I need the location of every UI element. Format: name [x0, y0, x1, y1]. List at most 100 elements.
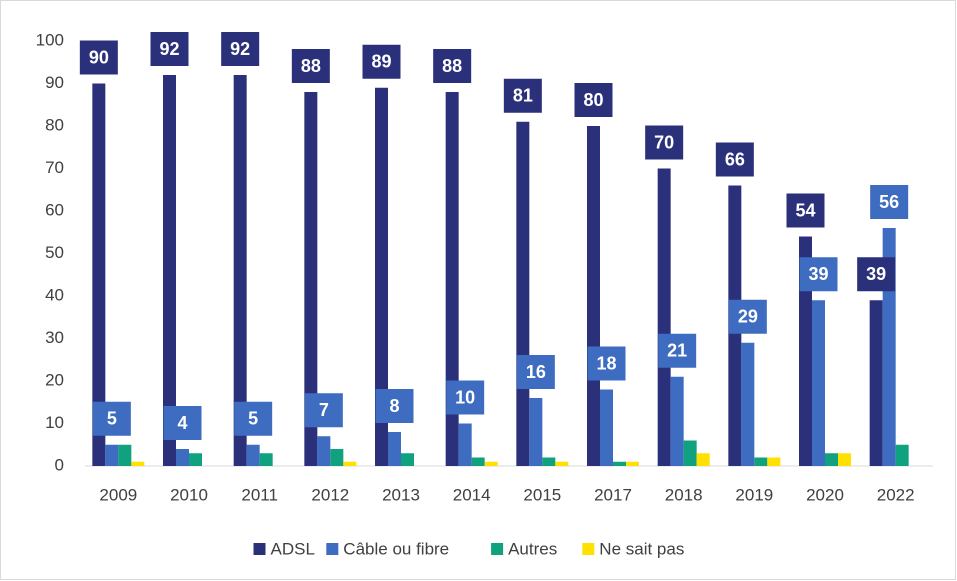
bar — [600, 389, 613, 466]
value-label-box — [375, 389, 414, 423]
x-tick-label: 2017 — [594, 485, 632, 504]
legend-label: ADSL — [271, 539, 315, 558]
value-label: 90 — [89, 47, 109, 67]
value-label-box — [291, 49, 330, 83]
x-tick-label: 2020 — [806, 485, 844, 504]
value-label-box — [234, 401, 273, 436]
value-label: 70 — [654, 132, 674, 152]
bar — [343, 461, 357, 466]
value-label: 92 — [159, 39, 179, 59]
bar — [812, 300, 825, 466]
x-tick-label: 2011 — [241, 485, 278, 504]
value-label: 56 — [879, 192, 899, 212]
bar — [131, 461, 145, 466]
value-label-box — [92, 401, 131, 436]
value-label-box — [799, 257, 838, 292]
value-label: 80 — [583, 90, 603, 110]
bar — [869, 300, 883, 466]
value-label: 29 — [738, 307, 758, 327]
value-label: 89 — [371, 52, 391, 72]
value-label: 92 — [230, 39, 250, 59]
bar — [825, 453, 838, 466]
value-label: 10 — [455, 387, 475, 407]
value-label-box — [728, 299, 767, 334]
value-label: 16 — [526, 362, 546, 382]
value-label-box — [150, 32, 189, 66]
value-label-box — [658, 333, 697, 368]
value-label: 21 — [667, 341, 687, 361]
bar — [542, 457, 556, 466]
value-label-box — [870, 185, 909, 219]
bar — [613, 461, 626, 466]
x-tick-label: 2018 — [665, 485, 703, 504]
value-label-box — [433, 49, 472, 83]
y-tick-label: 90 — [45, 73, 64, 92]
bar — [529, 398, 543, 466]
value-label-box — [587, 346, 626, 381]
bar — [838, 453, 851, 466]
x-tick-label: 2014 — [453, 485, 491, 504]
value-label: 7 — [319, 400, 329, 420]
legend-swatch — [326, 543, 339, 555]
bar — [259, 453, 273, 466]
value-label-box — [79, 40, 118, 75]
x-tick-label: 2013 — [382, 485, 420, 504]
value-label: 88 — [301, 56, 321, 76]
value-label-box — [645, 125, 684, 160]
value-label-box — [304, 393, 343, 428]
y-tick-label: 70 — [45, 158, 64, 177]
value-label-box — [163, 406, 202, 440]
value-label: 39 — [866, 264, 886, 284]
bar — [317, 436, 331, 466]
bar — [189, 453, 202, 466]
x-tick-label: 2009 — [99, 485, 137, 504]
value-label-box — [857, 257, 896, 292]
value-label: 54 — [795, 200, 815, 220]
value-label: 39 — [808, 264, 828, 284]
value-label: 18 — [596, 353, 616, 373]
legend-label: Câble ou fibre — [343, 539, 449, 558]
x-tick-label: 2019 — [735, 485, 773, 504]
y-tick-label: 20 — [45, 370, 64, 389]
bar — [375, 87, 388, 466]
y-tick-label: 30 — [45, 328, 64, 347]
bar — [105, 444, 119, 466]
y-tick-label: 10 — [45, 413, 64, 432]
bar — [670, 376, 684, 466]
value-label-box — [446, 380, 485, 415]
bar — [92, 83, 106, 466]
y-tick-label: 80 — [45, 115, 64, 134]
x-tick-label: 2015 — [523, 485, 561, 504]
bar — [683, 440, 697, 466]
bar — [176, 449, 189, 466]
value-label: 8 — [389, 396, 399, 416]
bar — [246, 444, 260, 466]
bar — [118, 444, 132, 466]
bar — [401, 453, 414, 466]
bar — [696, 453, 710, 466]
value-label-box — [503, 78, 542, 113]
x-tick-label: 2012 — [311, 485, 349, 504]
y-tick-label: 60 — [45, 200, 64, 219]
bar — [233, 75, 247, 466]
bar — [555, 461, 569, 466]
value-label-box — [715, 142, 754, 177]
bar — [657, 168, 671, 466]
bar — [484, 461, 498, 466]
legend-swatch — [253, 543, 266, 555]
value-label-box — [516, 355, 555, 389]
bar — [799, 236, 812, 466]
value-label: 4 — [177, 413, 187, 433]
value-label: 5 — [107, 409, 117, 429]
bar — [163, 75, 176, 466]
bar — [304, 92, 318, 466]
value-label-box — [221, 32, 260, 66]
legend-label: Autres — [508, 539, 557, 558]
bar — [587, 126, 600, 466]
value-label: 88 — [442, 56, 462, 76]
bar — [388, 432, 401, 466]
x-tick-label: 2010 — [170, 485, 208, 504]
legend-swatch — [491, 543, 504, 555]
